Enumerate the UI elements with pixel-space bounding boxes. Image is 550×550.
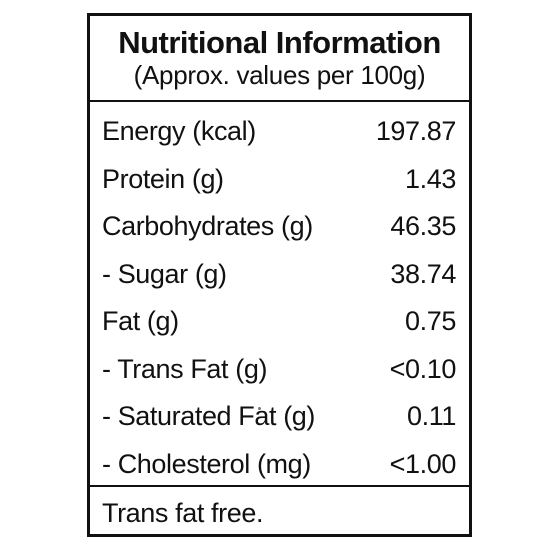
nutrient-row-energy: Energy (kcal) 197.87 (90, 108, 469, 156)
nutrient-name: - Trans Fat (g) (102, 353, 268, 384)
label-title: Nutritional Information (118, 25, 441, 60)
label-subtitle: (Approx. values per 100g) (133, 60, 426, 90)
nutrient-row-fat: Fat (g) 0.75 (90, 298, 469, 346)
nutrient-name: - Sugar (g) (102, 258, 227, 289)
nutrient-row-carbohydrates: Carbohydrates (g) 46.35 (90, 203, 469, 251)
print-speck (258, 407, 261, 410)
nutrient-value: 0.75 (405, 306, 456, 337)
nutrient-value: 46.35 (390, 211, 456, 242)
nutrient-name: - Cholesterol (mg) (102, 448, 311, 479)
nutrient-row-protein: Protein (g) 1.43 (90, 156, 469, 204)
nutrient-name: Carbohydrates (g) (102, 211, 313, 242)
nutrient-table: Energy (kcal) 197.87 Protein (g) 1.43 Ca… (90, 102, 469, 487)
nutrient-value: <1.00 (389, 448, 457, 479)
nutrient-row-cholesterol: - Cholesterol (mg) <1.00 (90, 441, 469, 489)
nutrient-name: - Saturated Fat (g) (102, 401, 315, 432)
nutrient-row-saturated-fat: - Saturated Fat (g) 0.11 (90, 393, 469, 441)
nutrient-value: 0.11 (407, 401, 456, 432)
nutrient-value: <0.10 (389, 353, 457, 384)
nutrient-value: 197.87 (375, 116, 457, 147)
nutrient-value: 1.43 (405, 163, 456, 194)
nutrient-value: 38.74 (390, 258, 456, 289)
label-header: Nutritional Information (Approx. values … (90, 16, 469, 102)
nutrient-row-trans-fat: - Trans Fat (g) <0.10 (90, 346, 469, 394)
label-footer-note: Trans fat free. (102, 498, 264, 528)
nutrient-name: Fat (g) (102, 306, 179, 337)
nutrient-row-sugar: - Sugar (g) 38.74 (90, 251, 469, 299)
nutrition-label: Nutritional Information (Approx. values … (87, 13, 472, 537)
nutrient-name: Protein (g) (102, 163, 224, 194)
nutrient-name: Energy (kcal) (102, 116, 256, 147)
